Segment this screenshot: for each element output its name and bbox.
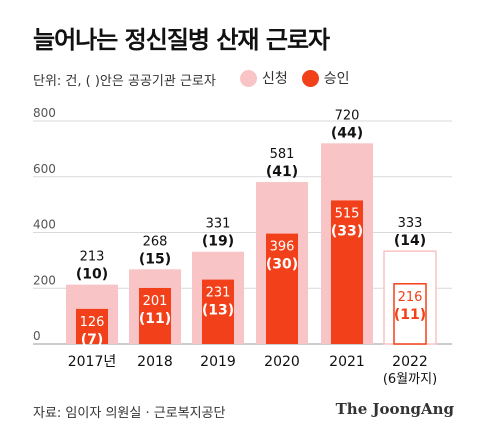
- chart-subtitle: 단위: 건, ( )안은 공공기관 근로자: [33, 74, 216, 89]
- data-label-approval-public: (11): [139, 311, 171, 327]
- data-label-approval-public: (30): [266, 257, 298, 273]
- legend-item-approval: 승인: [301, 68, 350, 88]
- y-tick-label: 800: [33, 106, 56, 120]
- data-label-application-public: (14): [394, 233, 426, 249]
- legend-label-application: 신청: [262, 71, 288, 87]
- data-label-approval: 231: [206, 286, 231, 301]
- y-tick-label: 400: [33, 218, 56, 232]
- data-label-application: 331: [206, 217, 231, 232]
- data-label-application-public: (19): [202, 234, 234, 250]
- data-label-approval-public: (13): [202, 303, 234, 319]
- x-tick-sublabel: (6월까지): [383, 372, 437, 387]
- bar-approval: [393, 283, 427, 345]
- y-tick-label: 600: [33, 162, 56, 176]
- data-label-application: 213: [80, 250, 105, 265]
- brand-logo: The JoongAng: [335, 400, 454, 418]
- data-label-approval: 216: [398, 290, 423, 305]
- legend: 신청 승인: [240, 68, 364, 88]
- y-tick-label: 200: [33, 273, 56, 287]
- legend-item-application: 신청: [240, 68, 288, 88]
- x-tick-label: 2021: [329, 354, 365, 370]
- data-label-approval: 201: [143, 294, 168, 309]
- legend-label-approval: 승인: [323, 71, 350, 87]
- bar-approval: [202, 279, 234, 344]
- x-tick-label: 2017년: [68, 354, 117, 370]
- data-label-approval: 515: [335, 206, 360, 221]
- data-label-approval: 396: [270, 240, 295, 255]
- data-label-application-public: (41): [266, 164, 298, 180]
- data-label-approval-public: (7): [81, 332, 104, 348]
- legend-swatch-approval: [301, 69, 319, 87]
- data-label-application: 268: [143, 234, 168, 249]
- chart-title: 늘어나는 정신질병 산재 근로자: [33, 26, 330, 54]
- data-label-application: 720: [335, 108, 360, 123]
- bar-approval: [139, 287, 171, 344]
- data-label-application-public: (44): [331, 125, 363, 141]
- bar-approval: [331, 200, 363, 344]
- data-label-approval-public: (11): [394, 307, 426, 323]
- data-label-application-public: (10): [76, 267, 108, 283]
- data-label-approval-public: (33): [331, 223, 363, 239]
- source-note: 자료: 임이자 의원실 · 근로복지공단: [33, 406, 226, 421]
- data-label-application: 581: [270, 147, 295, 162]
- x-tick-label: 2022: [392, 354, 428, 370]
- data-label-application-public: (15): [139, 251, 171, 267]
- data-label-application: 333: [398, 216, 423, 231]
- x-tick-label: 2019: [200, 354, 236, 370]
- y-tick-label: 0: [33, 329, 41, 343]
- bar-approval: [266, 233, 298, 344]
- legend-swatch-application: [240, 69, 257, 87]
- data-label-approval: 126: [80, 315, 105, 330]
- x-tick-label: 2018: [137, 354, 173, 370]
- x-tick-label: 2020: [264, 354, 300, 370]
- bar-approval: [76, 308, 108, 344]
